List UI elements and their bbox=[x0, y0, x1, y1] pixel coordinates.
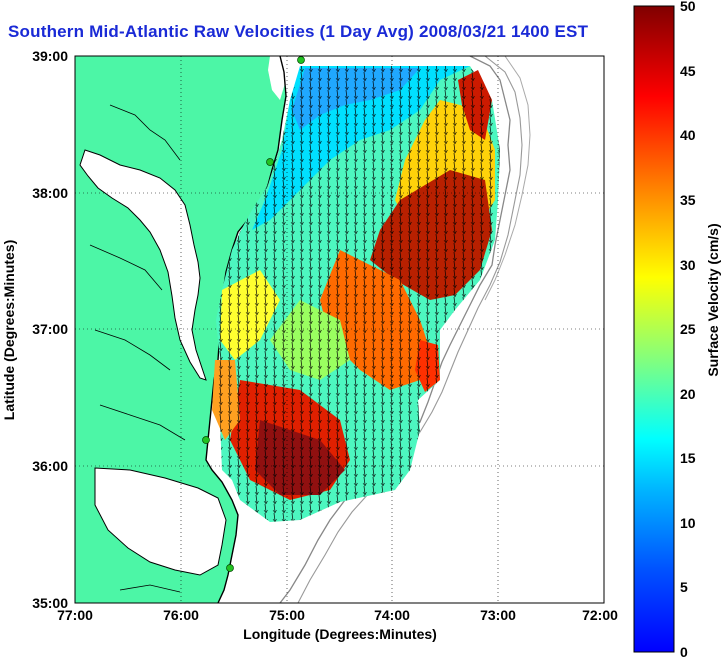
colorbar-tick-label: 15 bbox=[680, 450, 696, 466]
grid-lines bbox=[75, 56, 604, 603]
colorbar-tick-label: 20 bbox=[680, 386, 696, 402]
y-tick-label: 38:00 bbox=[32, 185, 68, 201]
bay-water bbox=[80, 150, 206, 380]
colorbar-tick-label: 30 bbox=[680, 257, 696, 273]
colorbar-tick-label: 5 bbox=[680, 579, 688, 595]
y-tick-label: 37:00 bbox=[32, 321, 68, 337]
y-tick-label: 35:00 bbox=[32, 595, 68, 611]
x-tick-label: 74:00 bbox=[374, 607, 410, 623]
y-tick-label: 36:00 bbox=[32, 458, 68, 474]
delaware-bay bbox=[268, 56, 286, 100]
x-tick-label: 76:00 bbox=[163, 607, 199, 623]
x-tick-label: 73:00 bbox=[480, 607, 516, 623]
x-tick-label: 75:00 bbox=[269, 607, 305, 623]
chart-title: Southern Mid-Atlantic Raw Velocities (1 … bbox=[8, 22, 589, 41]
colorbar-tick-label: 10 bbox=[680, 515, 696, 531]
station-marker bbox=[226, 564, 234, 572]
bathymetry-contour bbox=[279, 56, 511, 603]
colorbar bbox=[633, 5, 675, 653]
x-tick-label: 72:00 bbox=[582, 607, 618, 623]
station-marker bbox=[202, 436, 210, 444]
station-marker bbox=[297, 56, 305, 64]
y-tick-label: 39:00 bbox=[32, 48, 68, 64]
x-tick-label: 77:00 bbox=[57, 607, 93, 623]
colorbar-tick-label: 35 bbox=[680, 192, 696, 208]
velocity-field bbox=[212, 66, 500, 522]
colorbar-tick-label: 40 bbox=[680, 127, 696, 143]
x-axis-label: Longitude (Degrees:Minutes) bbox=[243, 626, 437, 642]
colorbar-tick-labels: 50 45 40 35 30 25 20 15 10 5 0 bbox=[680, 0, 696, 659]
y-tick-labels: 39:00 38:00 37:00 36:00 35:00 bbox=[32, 48, 68, 611]
sound-water bbox=[95, 468, 226, 575]
colorbar-tick-label: 0 bbox=[680, 644, 688, 659]
colorbar-label: Surface Velocity (cm/s) bbox=[705, 223, 721, 376]
colorbar-tick-label: 25 bbox=[680, 321, 696, 337]
colorbar-tick-label: 50 bbox=[680, 0, 696, 14]
y-axis-label: Latitude (Degrees:Minutes) bbox=[1, 240, 17, 420]
station-marker bbox=[266, 158, 274, 166]
colorbar-tick-label: 45 bbox=[680, 63, 696, 79]
x-tick-labels: 77:00 76:00 75:00 74:00 73:00 72:00 bbox=[57, 607, 618, 623]
